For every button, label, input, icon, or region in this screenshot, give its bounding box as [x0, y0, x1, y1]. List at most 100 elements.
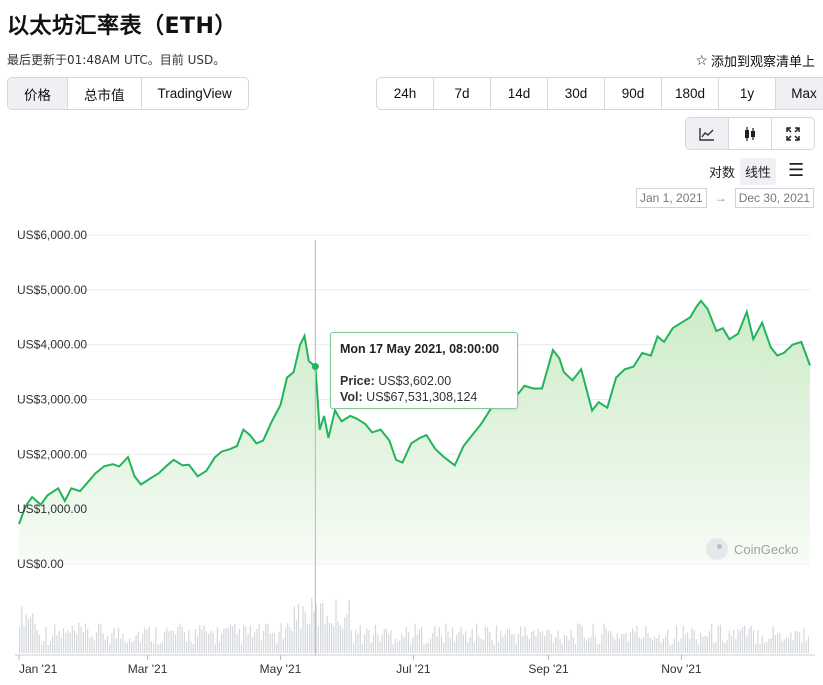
volume-bar: [159, 643, 161, 653]
volume-bar: [306, 624, 308, 653]
volume-bar: [232, 626, 234, 653]
volume-bar: [458, 632, 460, 653]
range-max-button[interactable]: Max: [776, 78, 823, 109]
volume-bar: [300, 628, 302, 653]
volume-bar: [651, 639, 653, 653]
volume-bar: [607, 631, 610, 653]
candlestick-button[interactable]: [729, 118, 772, 149]
range-7d-button[interactable]: 7d: [434, 78, 491, 109]
volume-bar: [616, 633, 618, 653]
volume-bar: [478, 635, 480, 653]
tab-market-cap[interactable]: 总市值: [68, 78, 142, 109]
volume-bar: [30, 617, 32, 653]
volume-bar: [524, 626, 526, 653]
coingecko-watermark: CoinGecko: [706, 538, 798, 560]
range-1y-button[interactable]: 1y: [719, 78, 776, 109]
brand-name: CoinGecko: [734, 541, 799, 557]
volume-bar: [273, 633, 276, 653]
volume-bar: [680, 638, 682, 653]
volume-bar: [350, 630, 352, 653]
volume-bar: [364, 634, 366, 653]
volume-bar: [342, 628, 344, 653]
volume-bar: [788, 638, 790, 653]
volume-bar: [638, 637, 640, 653]
volume-bar: [504, 633, 506, 653]
volume-bar: [271, 633, 273, 653]
volume-bar: [98, 623, 100, 653]
tooltip-price-label: Price:: [340, 374, 375, 388]
date-to-input[interactable]: Dec 30, 2021: [734, 188, 815, 208]
volume-bar: [218, 641, 221, 653]
y-tick-label: US$4,000.00: [17, 338, 87, 352]
volume-bar: [632, 628, 634, 653]
linear-scale-button[interactable]: 线性: [740, 158, 777, 185]
volume-bar: [555, 637, 557, 653]
volume-bar: [454, 641, 456, 653]
tab-price[interactable]: 价格: [8, 78, 68, 109]
volume-bar: [62, 628, 65, 653]
volume-bar: [199, 625, 201, 653]
volume-bar: [131, 642, 133, 653]
volume-bar: [401, 633, 403, 653]
volume-bar: [280, 623, 282, 653]
volume-bar: [730, 636, 733, 653]
tab-tradingview[interactable]: TradingView: [157, 86, 232, 101]
volume-bar: [372, 635, 374, 653]
volume-bar: [166, 628, 168, 653]
range-14d-button[interactable]: 14d: [491, 78, 548, 109]
volume-bar: [498, 642, 500, 653]
y-tick-label: US$3,000.00: [17, 393, 87, 407]
volume-bar: [676, 625, 678, 653]
volume-bar: [394, 638, 396, 653]
volume-bar: [728, 630, 730, 653]
volume-bar: [278, 631, 280, 653]
volume-bar: [722, 641, 724, 653]
volume-bar: [122, 633, 124, 653]
volume-bar: [240, 643, 243, 653]
expand-button[interactable]: [772, 118, 814, 149]
x-tick-label: Jul '21: [396, 662, 431, 676]
range-30d-button[interactable]: 30d: [548, 78, 605, 109]
volume-bar: [410, 644, 412, 653]
volume-bar: [537, 628, 539, 653]
range-180d-button[interactable]: 180d: [662, 78, 719, 109]
volume-bar: [772, 626, 774, 653]
volume-bar: [412, 637, 414, 653]
log-scale-button[interactable]: 对数: [709, 166, 736, 181]
range-90d-button[interactable]: 90d: [605, 78, 662, 109]
line-chart-button[interactable]: [686, 118, 729, 149]
volume-bar: [803, 628, 805, 653]
menu-icon[interactable]: ☰: [788, 159, 805, 181]
volume-bar: [34, 623, 36, 653]
volume-bar: [777, 633, 779, 653]
volume-bar: [284, 628, 287, 653]
volume-bar: [429, 638, 432, 653]
volume-bar: [247, 634, 249, 653]
volume-bar: [717, 625, 719, 653]
volume-bar: [150, 641, 152, 653]
volume-bar: [574, 644, 577, 653]
volume-bar: [691, 628, 693, 653]
volume-bar: [190, 640, 192, 653]
volume-bar: [175, 634, 177, 653]
volume-bar: [19, 627, 21, 653]
x-tick-label: Sep '21: [528, 662, 569, 676]
volume-bar: [768, 638, 770, 653]
volume-bar: [344, 617, 346, 653]
volume-bar: [763, 642, 766, 653]
volume-bar: [590, 636, 592, 653]
volume-bar: [133, 640, 135, 653]
volume-bar: [785, 637, 787, 653]
add-to-watchlist-button[interactable]: ☆ 添加到观察清单上: [695, 51, 815, 71]
volume-bar: [102, 633, 104, 653]
volume-bar: [21, 606, 23, 653]
volume-bar: [766, 641, 768, 653]
volume-bar: [577, 623, 579, 653]
volume-bar: [328, 623, 330, 653]
volume-bar: [561, 643, 563, 653]
date-from-input[interactable]: Jan 1, 2021: [636, 188, 707, 208]
volume-bar: [462, 634, 464, 653]
range-24h-button[interactable]: 24h: [377, 78, 434, 109]
volume-bar: [548, 629, 550, 653]
